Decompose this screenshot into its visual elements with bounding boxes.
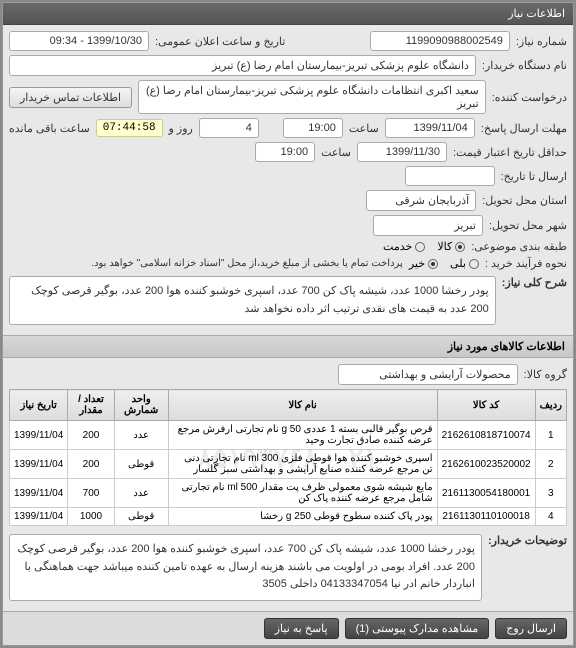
need-no-label: شماره نیاز:: [516, 35, 567, 48]
announce-label: تاریخ و ساعت اعلان عمومی:: [155, 35, 285, 48]
need-no-value: 1199090988002549: [370, 31, 510, 51]
delivery-city-value: تبریز: [373, 215, 483, 236]
table-cell: 1399/11/04: [10, 421, 68, 450]
table-cell: 3: [535, 479, 566, 508]
table-cell: قوطی: [114, 508, 168, 526]
table-row: 32161130054180001مایع شیشه شوی معمولی ظر…: [10, 479, 567, 508]
table-cell: 200: [68, 450, 114, 479]
table-cell: 700: [68, 479, 114, 508]
delivery-city-label: شهر محل تحویل:: [489, 219, 567, 232]
radio-no-label: خیر: [409, 257, 425, 270]
delivery-province-value: آذربایجان شرقی: [366, 190, 476, 211]
items-table: ردیفکد کالانام کالاواحد شمارشتعداد / مقد…: [9, 389, 567, 526]
time-label-1: ساعت: [349, 122, 379, 135]
summary-text: پودر رخشا 1000 عدد، شیشه پاک کن 700 عدد،…: [9, 276, 496, 325]
table-container: ردیفکد کالانام کالاواحد شمارشتعداد / مقد…: [9, 389, 567, 526]
table-row: 42161130110100018پودر پاک کننده سطوح قوط…: [10, 508, 567, 526]
notes-label: توضیحات خریدار:: [488, 534, 567, 547]
process-type-label: نحوه فرآیند خرید :: [485, 257, 567, 270]
table-cell: 2161130110100018: [437, 508, 535, 526]
request-source-value: سعید اکبری انتظامات دانشگاه علوم پزشکی ت…: [138, 80, 486, 114]
radio-service[interactable]: خدمت: [383, 240, 425, 253]
notes-text: پودر رخشا 1000 عدد، شیشه پاک کن 700 عدد،…: [9, 534, 482, 601]
summary-label: شرح کلی نیاز:: [502, 276, 567, 289]
days-value: 4: [199, 118, 259, 138]
radio-goods[interactable]: کالا: [437, 240, 465, 253]
table-header: تعداد / مقدار: [68, 390, 114, 421]
radio-no[interactable]: خیر: [409, 257, 438, 270]
table-cell: 1000: [68, 508, 114, 526]
remaining-label: ساعت باقی مانده: [9, 122, 90, 135]
price-validity-time: 19:00: [255, 142, 315, 162]
buyer-org-label: نام دستگاه خریدار:: [482, 59, 567, 72]
table-cell: اسپری خوشبو کننده هوا قوطی فلزی ml 300 ن…: [168, 450, 437, 479]
process-note: پرداخت تمام یا بخشی از مبلغ خرید،از محل …: [91, 258, 403, 269]
deadline-reply-date: 1399/11/04: [385, 118, 475, 138]
table-cell: 1399/11/04: [10, 508, 68, 526]
table-cell: 1399/11/04: [10, 479, 68, 508]
table-cell: قوطی: [114, 450, 168, 479]
send-button[interactable]: ارسال روج: [495, 618, 567, 639]
countdown-timer: 07:44:58: [96, 119, 163, 137]
items-section-title: اطلاعات کالاهای مورد نیاز: [3, 335, 573, 358]
radio-yes[interactable]: بلی: [450, 257, 479, 270]
table-cell: 2: [535, 450, 566, 479]
radio-service-label: خدمت: [383, 240, 412, 253]
time-label-2: ساعت: [321, 146, 351, 159]
delivery-province-label: استان محل تحویل:: [482, 194, 567, 207]
request-source-label: درخواست کننده:: [492, 91, 567, 104]
group-label: گروه کالا:: [524, 368, 567, 381]
reply-button[interactable]: پاسخ به نیاز: [264, 618, 339, 639]
table-cell: عدد: [114, 479, 168, 508]
price-validity-date: 1399/11/30: [357, 142, 447, 162]
table-cell: 2162610818710074: [437, 421, 535, 450]
table-cell: 2162610023520002: [437, 450, 535, 479]
deadline-reply-label: مهلت ارسال پاسخ:: [481, 122, 567, 135]
table-cell: 2161130054180001: [437, 479, 535, 508]
table-header: ردیف: [535, 390, 566, 421]
radio-goods-label: کالا: [437, 240, 452, 253]
deadline-reply-time: 19:00: [283, 118, 343, 138]
buyer-org-value: دانشگاه علوم پزشکی تبریز-بیمارستان امام …: [9, 55, 476, 76]
table-cell: قرص بوگیر قالبی بسته 1 عددی 50 g نام تجا…: [168, 421, 437, 450]
table-cell: 1: [535, 421, 566, 450]
table-row: 12162610818710074قرص بوگیر قالبی بسته 1 …: [10, 421, 567, 450]
budget-row-label: طبقه بندی موضوعی:: [471, 240, 567, 253]
table-cell: 4: [535, 508, 566, 526]
ship-to-label: ارسال تا تاریخ:: [501, 170, 567, 183]
announce-value: 1399/10/30 - 09:34: [9, 31, 149, 51]
panel-title: اطلاعات نیاز: [3, 3, 573, 25]
ship-to-value: [405, 166, 495, 186]
table-cell: عدد: [114, 421, 168, 450]
table-cell: پودر پاک کننده سطوح قوطی g 250 رخشا: [168, 508, 437, 526]
attachments-button[interactable]: مشاهده مدارک پیوستی (1): [345, 618, 490, 639]
table-header: کد کالا: [437, 390, 535, 421]
days-label: روز و: [169, 122, 193, 135]
group-value: محصولات آرایشی و بهداشتی: [338, 364, 518, 385]
table-header: نام کالا: [168, 390, 437, 421]
table-row: 22162610023520002اسپری خوشبو کننده هوا ق…: [10, 450, 567, 479]
radio-yes-label: بلی: [450, 257, 466, 270]
table-cell: مایع شیشه شوی معمولی ظرف پت مقدار ml 500…: [168, 479, 437, 508]
table-header: واحد شمارش: [114, 390, 168, 421]
table-cell: 1399/11/04: [10, 450, 68, 479]
table-cell: 200: [68, 421, 114, 450]
table-header: تاریخ نیاز: [10, 390, 68, 421]
price-validity-label: حداقل تاریخ اعتبار قیمت:: [453, 146, 567, 159]
contact-buyer-button[interactable]: اطلاعات تماس خریدار: [9, 87, 132, 108]
